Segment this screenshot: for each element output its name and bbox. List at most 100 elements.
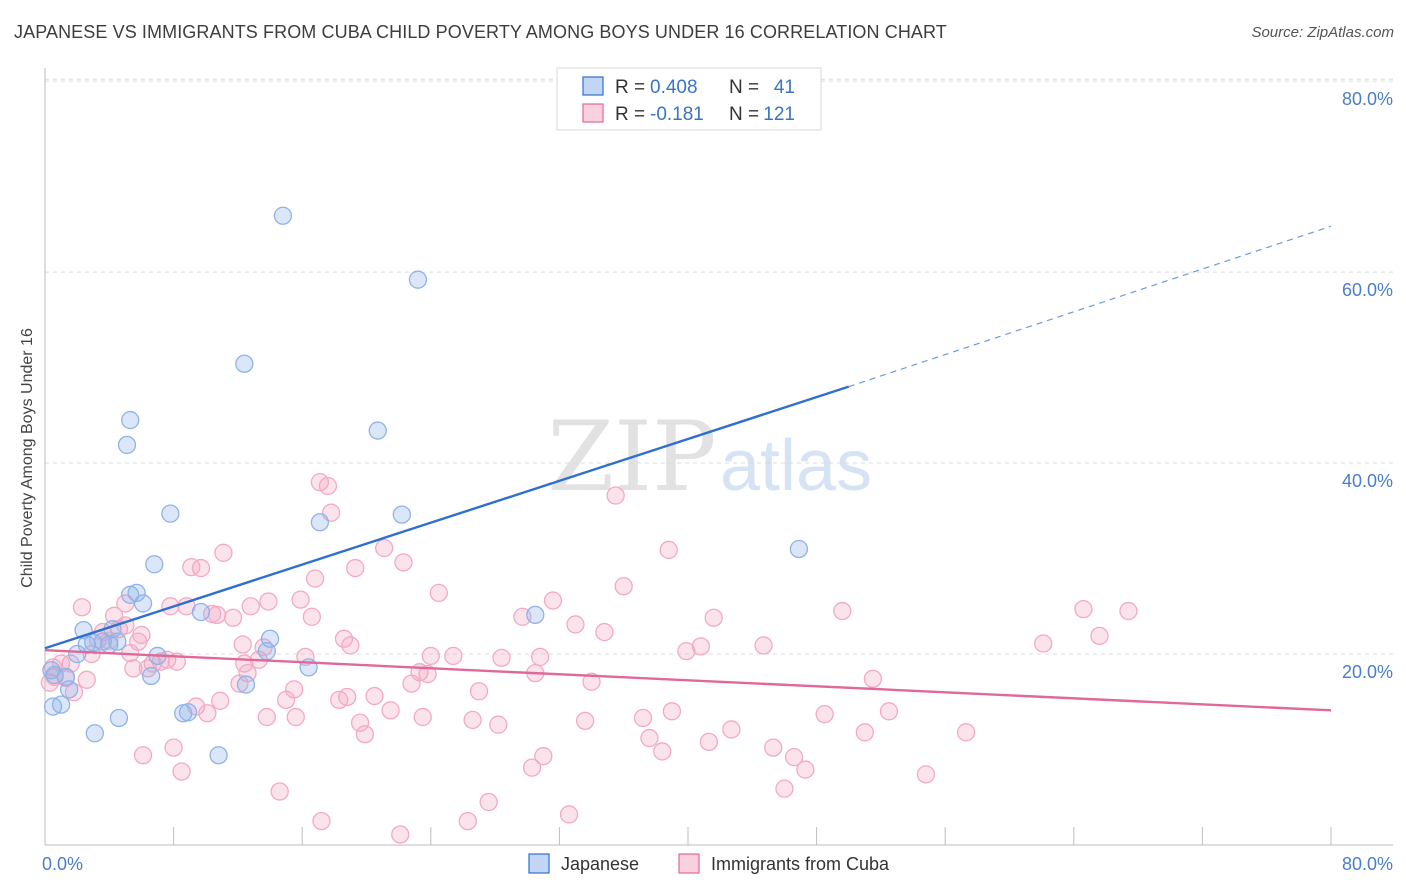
legend-r-label-japanese: R = <box>615 77 645 98</box>
point-japanese <box>191 602 211 622</box>
point-cuba <box>722 720 741 739</box>
point-cuba <box>704 608 723 627</box>
point-cuba <box>855 723 874 742</box>
point-cuba <box>375 538 394 558</box>
trend-line-cuba <box>44 649 1332 712</box>
point-cuba <box>784 748 804 767</box>
point-cuba <box>338 687 357 707</box>
point-cuba <box>211 691 230 710</box>
point-cuba <box>257 707 276 727</box>
point-cuba <box>116 594 135 613</box>
point-japanese <box>161 504 180 523</box>
point-cuba <box>1074 599 1093 619</box>
point-cuba <box>662 702 682 721</box>
point-japanese <box>392 505 412 524</box>
legend-bottom: Japanese Immigrants from Cuba <box>528 853 890 874</box>
point-cuba <box>132 625 151 645</box>
point-japanese <box>310 513 330 532</box>
bottom-legend-swatch-cuba <box>678 853 700 874</box>
y-tick-label: 80.0% <box>1342 89 1393 109</box>
point-cuba <box>341 636 360 655</box>
point-cuba <box>559 805 579 824</box>
point-cuba <box>172 762 191 781</box>
point-japanese <box>51 695 71 714</box>
point-cuba <box>754 636 773 655</box>
point-cuba <box>534 747 553 766</box>
point-cuba <box>543 591 563 610</box>
legend-n-label-cuba: N = <box>729 104 759 125</box>
point-japanese <box>121 410 140 430</box>
point-japanese <box>178 703 198 722</box>
point-cuba <box>164 738 183 757</box>
point-cuba <box>270 782 289 801</box>
point-cuba <box>302 607 321 626</box>
tick-labels: 20.0% 40.0% 60.0% 80.0% 0.0% 80.0% <box>42 89 1393 874</box>
point-cuba <box>863 669 883 689</box>
chart-title: JAPANESE VS IMMIGRANTS FROM CUBA CHILD P… <box>14 22 947 42</box>
point-cuba <box>489 715 508 734</box>
point-japanese <box>236 675 256 694</box>
point-cuba <box>575 711 595 731</box>
point-cuba <box>833 601 852 621</box>
point-cuba <box>956 723 976 742</box>
point-japanese <box>408 270 428 289</box>
point-cuba <box>223 608 243 627</box>
legend-n-cuba: 121 <box>763 104 795 125</box>
point-cuba <box>1034 634 1053 653</box>
point-cuba <box>479 792 498 812</box>
watermark: ZIP atlas <box>547 401 872 513</box>
legend-n-japanese: 41 <box>774 77 795 98</box>
point-cuba <box>492 648 511 667</box>
point-japanese <box>108 632 127 651</box>
point-cuba <box>522 758 542 777</box>
point-japanese <box>45 665 64 685</box>
legend-swatch-japanese <box>582 76 604 96</box>
point-japanese <box>257 642 276 661</box>
point-cuba <box>653 742 672 761</box>
point-japanese <box>145 555 164 574</box>
legend-swatch-cuba <box>582 103 604 123</box>
point-japanese <box>85 724 104 743</box>
point-cuba <box>238 663 257 683</box>
point-japanese <box>121 585 140 604</box>
point-cuba <box>640 728 659 748</box>
bottom-legend-swatch-japanese <box>528 853 550 874</box>
point-cuba <box>285 680 304 699</box>
bottom-legend-cuba: Immigrants from Cuba <box>711 854 890 874</box>
point-cuba <box>566 615 585 634</box>
point-cuba <box>458 811 477 831</box>
point-japanese <box>235 354 254 373</box>
point-cuba <box>606 486 625 505</box>
point-cuba <box>198 704 217 723</box>
legend-n-label-japanese: N = <box>729 77 759 98</box>
y-tick-label: 40.0% <box>1342 471 1393 491</box>
point-cuba <box>259 592 278 611</box>
point-cuba <box>241 597 260 616</box>
trend-line-japanese-extension <box>848 225 1332 388</box>
point-cuba <box>334 629 354 648</box>
legend-r-cuba: -0.181 <box>650 104 704 125</box>
point-cuba <box>64 683 84 702</box>
x-tick-label: 0.0% <box>42 854 83 874</box>
point-cuba <box>355 725 375 744</box>
point-cuba <box>77 670 96 689</box>
point-cuba <box>614 577 633 596</box>
watermark-atlas: atlas <box>720 426 872 506</box>
point-cuba <box>815 705 834 724</box>
point-japanese <box>209 746 228 765</box>
point-cuba <box>418 664 437 684</box>
series-cuba-points <box>40 472 1138 844</box>
point-cuba <box>151 652 170 671</box>
y-tick-label: 60.0% <box>1342 280 1393 300</box>
point-cuba <box>582 672 601 691</box>
point-cuba <box>1119 601 1138 621</box>
point-japanese <box>59 680 79 699</box>
point-cuba <box>699 732 719 752</box>
point-cuba <box>133 746 153 765</box>
point-cuba <box>124 659 143 678</box>
legend-top: R = 0.408 N = 41 R = -0.181 N = 121 <box>556 67 822 131</box>
point-japanese <box>368 421 387 440</box>
point-cuba <box>365 686 384 706</box>
point-cuba <box>429 583 448 603</box>
